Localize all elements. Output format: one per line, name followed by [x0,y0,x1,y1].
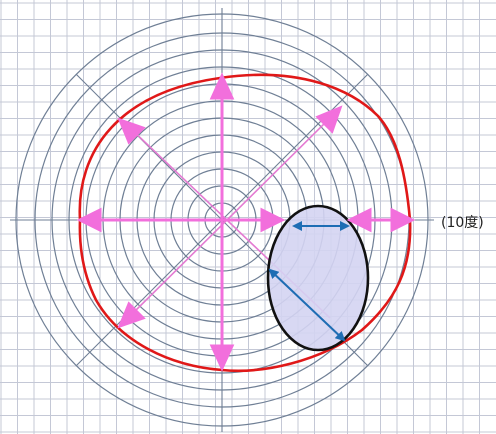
arrow-up-left-icon [117,117,146,145]
double-arrow-icon [268,268,346,342]
arrow-right-icon [260,207,286,233]
arrow-down-icon [209,344,235,372]
ellipse-arrows [268,221,350,342]
blind-spot-ellipse [266,204,370,352]
arrow-up-right-icon [315,105,343,134]
degree-label: (10度) [441,215,484,231]
pink-arrows [76,72,343,372]
arrow-down-left-icon [117,301,146,329]
arrow-up-icon [209,72,235,100]
arrow-right-icon [390,207,416,233]
right-pink-double-arrow [346,207,416,233]
arrow-left-icon [346,207,372,233]
arrow-left-icon [76,207,102,233]
